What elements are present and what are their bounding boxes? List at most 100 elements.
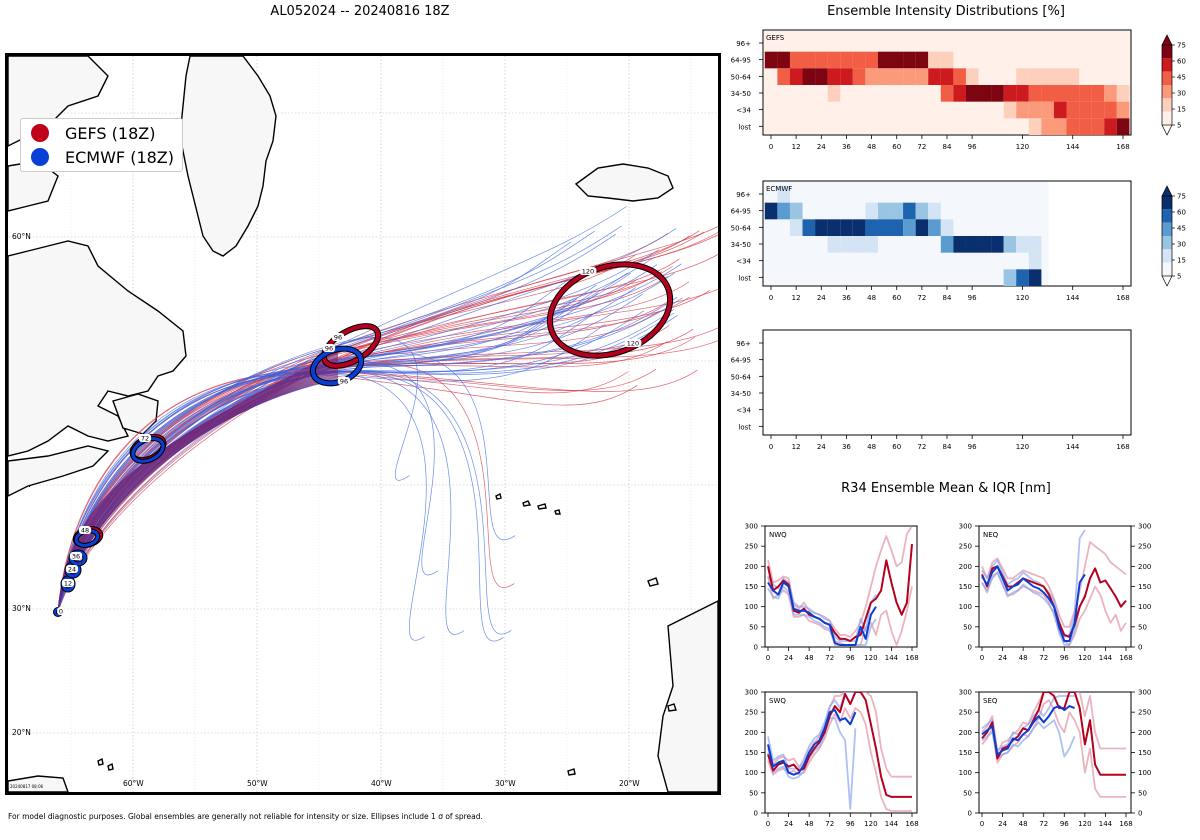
r34-line-ecmwf-iqr-low <box>767 717 857 810</box>
y-tick-label: 0 <box>1138 644 1142 652</box>
y-tick-label: 100 <box>1138 769 1151 777</box>
y-tick-label-left: 100 <box>959 769 972 777</box>
legend-label-ecmwf: ECMWF (18Z) <box>65 147 174 167</box>
ensemble-track <box>57 288 718 613</box>
x-tick-label: 72 <box>917 443 926 451</box>
quadrant-label: NEQ <box>983 531 999 539</box>
heatmap-cell <box>903 202 916 220</box>
lon-label: 50°W <box>247 779 268 788</box>
row-label: 96+ <box>736 40 751 48</box>
heatmap-cell <box>802 68 816 85</box>
x-tick-label: 60 <box>892 143 901 151</box>
x-tick-label: 36 <box>842 294 851 302</box>
y-tick-label-left: 50 <box>963 623 972 631</box>
y-tick-label: 0 <box>1138 810 1142 818</box>
label-ecmwf-36-bg <box>69 552 83 560</box>
heatmap-cell <box>890 51 904 69</box>
heatmap-cell <box>1028 236 1042 253</box>
colorbar-tick-label: 5 <box>1177 273 1181 281</box>
y-tick-label: 150 <box>1138 749 1151 757</box>
y-tick-label: 200 <box>745 729 758 737</box>
y-tick-label: 100 <box>745 603 758 611</box>
heatmap-cell <box>1028 252 1042 270</box>
heatmap-cell <box>815 68 828 85</box>
row-label: 64-95 <box>731 357 751 365</box>
lon-label: 40°W <box>371 779 392 788</box>
heatmap-frame <box>762 329 1132 436</box>
heatmap-cell <box>877 202 891 220</box>
label-gefs-96-bg <box>331 333 345 341</box>
heatmap-cell <box>928 68 941 85</box>
row-label: <34 <box>736 107 751 115</box>
x-tick-label: 96 <box>1060 654 1069 662</box>
heatmap-cell <box>953 68 966 85</box>
row-label: lost <box>738 123 751 131</box>
colorbar-tick-label: 30 <box>1177 90 1186 98</box>
x-tick-label: 144 <box>885 820 899 828</box>
colorbar-arrow-top <box>1161 34 1173 46</box>
heatmap-cell <box>1053 101 1067 119</box>
ensemble-track <box>57 226 718 613</box>
heatmap-cell <box>890 202 904 220</box>
heatmap-cell <box>1091 101 1105 119</box>
x-tick-label: 24 <box>817 443 826 451</box>
y-tick-label-left: 250 <box>959 543 972 551</box>
heatmap-cell <box>764 202 778 220</box>
x-tick-label: 120 <box>1078 820 1091 828</box>
heatmap-cell <box>789 219 803 236</box>
heatmap-cell <box>928 202 941 220</box>
colorbar-swatch <box>1162 85 1172 99</box>
heatmap-cell <box>840 219 853 236</box>
r34-line-gefs-mean <box>767 692 912 798</box>
x-tick-label: 36 <box>842 143 851 151</box>
charts-canvas: 96+ 64-95 50-64 34-50 <34 lost 0 12 24 36 48 60 72 84… <box>731 29 1186 828</box>
label-hour-0-bg <box>57 607 65 615</box>
r34-line-gefs-iqr-high <box>767 692 912 778</box>
colorbar-gefs: 75 60 45 30 15 5 <box>1161 34 1186 136</box>
heatmap-cell <box>1104 101 1117 119</box>
x-tick-label: 12 <box>792 443 801 451</box>
colorbar-tick-label: 45 <box>1177 74 1186 82</box>
x-tick-label: 72 <box>1039 654 1048 662</box>
heatmap-cell <box>903 219 916 236</box>
cuba-bahamas <box>8 775 69 792</box>
y-tick-label: 100 <box>745 769 758 777</box>
x-tick-label: 0 <box>769 443 773 451</box>
y-tick-label-left: 300 <box>959 523 972 531</box>
west-africa <box>657 600 718 792</box>
y-tick-label-left: 250 <box>959 709 972 717</box>
heatmap-cell <box>1041 101 1054 119</box>
legend-swatch-ecmwf <box>31 148 49 166</box>
label-ecmwf-24-bg <box>65 565 79 573</box>
colorbar-arrow-top <box>1161 185 1173 197</box>
x-tick-label: 144 <box>1099 654 1113 662</box>
colorbar-swatch <box>1162 249 1172 263</box>
lon-label: 20°W <box>619 779 640 788</box>
y-tick-label: 300 <box>745 689 758 697</box>
r34-title: R34 Ensemble Mean & IQR [nm] <box>841 481 1051 496</box>
x-tick-label: 120 <box>1016 443 1029 451</box>
heatmap-cell <box>840 68 853 85</box>
r34-plot-area <box>767 692 912 812</box>
x-tick-label: 0 <box>766 654 770 662</box>
x-tick-label: 96 <box>1060 820 1069 828</box>
heatmap-cell <box>840 236 853 253</box>
lat-label: 20°N <box>12 728 31 737</box>
intensity-panel-ecmwf: 96+ 64-95 50-64 34-50 <34 lost 0 12 24 36 48 60 72 84… <box>731 180 1132 302</box>
row-label: 64-95 <box>731 208 751 216</box>
intensity-panel-empty: 96+ 64-95 50-64 34-50 <34 lost 0 12 24 36 48 60 72 84… <box>731 329 1132 451</box>
row-label: 96+ <box>736 191 751 199</box>
heatmap-cell <box>777 68 790 85</box>
intensity-title: Ensemble Intensity Distributions [%] <box>827 4 1065 19</box>
heatmap-cell <box>953 85 966 102</box>
heatmap-cell <box>903 51 916 69</box>
heatmap-cell <box>789 202 803 220</box>
y-tick-label-left: 150 <box>959 583 972 591</box>
heatmap-cell <box>852 68 866 85</box>
x-tick-label: 144 <box>1066 143 1080 151</box>
heatmap-cell <box>877 219 891 236</box>
x-tick-label: 144 <box>885 654 899 662</box>
heatmap-cell <box>827 51 841 69</box>
x-tick-label: 96 <box>968 294 977 302</box>
lat-label: 60°N <box>12 232 31 241</box>
